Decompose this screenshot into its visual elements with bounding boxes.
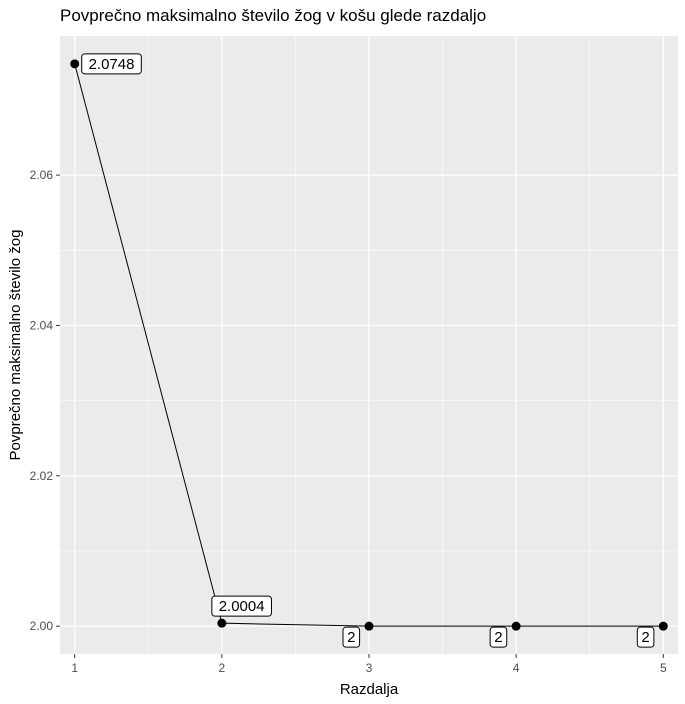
y-axis-label: Povprečno maksimalno število žog <box>7 230 24 461</box>
data-label-box <box>211 595 272 617</box>
data-labels: 2.0748 2.0004 2 2 2 <box>81 53 655 648</box>
data-label: 2 <box>342 626 361 648</box>
y-tick-label: 2.00 <box>30 619 54 633</box>
data-label: 2.0004 <box>211 595 272 617</box>
data-label-text: 2 <box>641 629 649 646</box>
chart-title: Povprečno maksimalno število žog v košu … <box>60 6 487 25</box>
data-label-box <box>342 626 361 648</box>
data-point <box>364 621 374 631</box>
data-label-text: 2.0004 <box>219 598 265 615</box>
data-label: 2 <box>636 626 655 648</box>
series <box>70 59 668 631</box>
data-label: 2 <box>489 626 508 648</box>
x-axis-label: Razdalja <box>340 681 399 698</box>
data-label-text: 2 <box>494 629 502 646</box>
data-label: 2.0748 <box>81 53 142 75</box>
x-tick-label: 4 <box>513 661 520 675</box>
data-label-text: 2.0748 <box>89 56 135 73</box>
data-label-box <box>81 53 142 75</box>
data-point <box>217 618 227 628</box>
data-label-box <box>636 626 655 648</box>
data-point <box>658 621 668 631</box>
y-tick-label: 2.02 <box>30 469 54 483</box>
data-point <box>511 621 521 631</box>
data-point <box>70 59 80 69</box>
axes: 1 2 3 4 5 2.00 2.02 2.04 2.06 <box>30 168 667 675</box>
data-label-box <box>489 626 508 648</box>
y-tick-label: 2.04 <box>30 318 54 332</box>
data-label-text: 2 <box>347 629 355 646</box>
x-tick-label: 1 <box>71 661 78 675</box>
x-tick-label: 2 <box>219 661 226 675</box>
y-tick-label: 2.06 <box>30 168 54 182</box>
x-tick-label: 5 <box>660 661 667 675</box>
x-tick-label: 3 <box>366 661 373 675</box>
